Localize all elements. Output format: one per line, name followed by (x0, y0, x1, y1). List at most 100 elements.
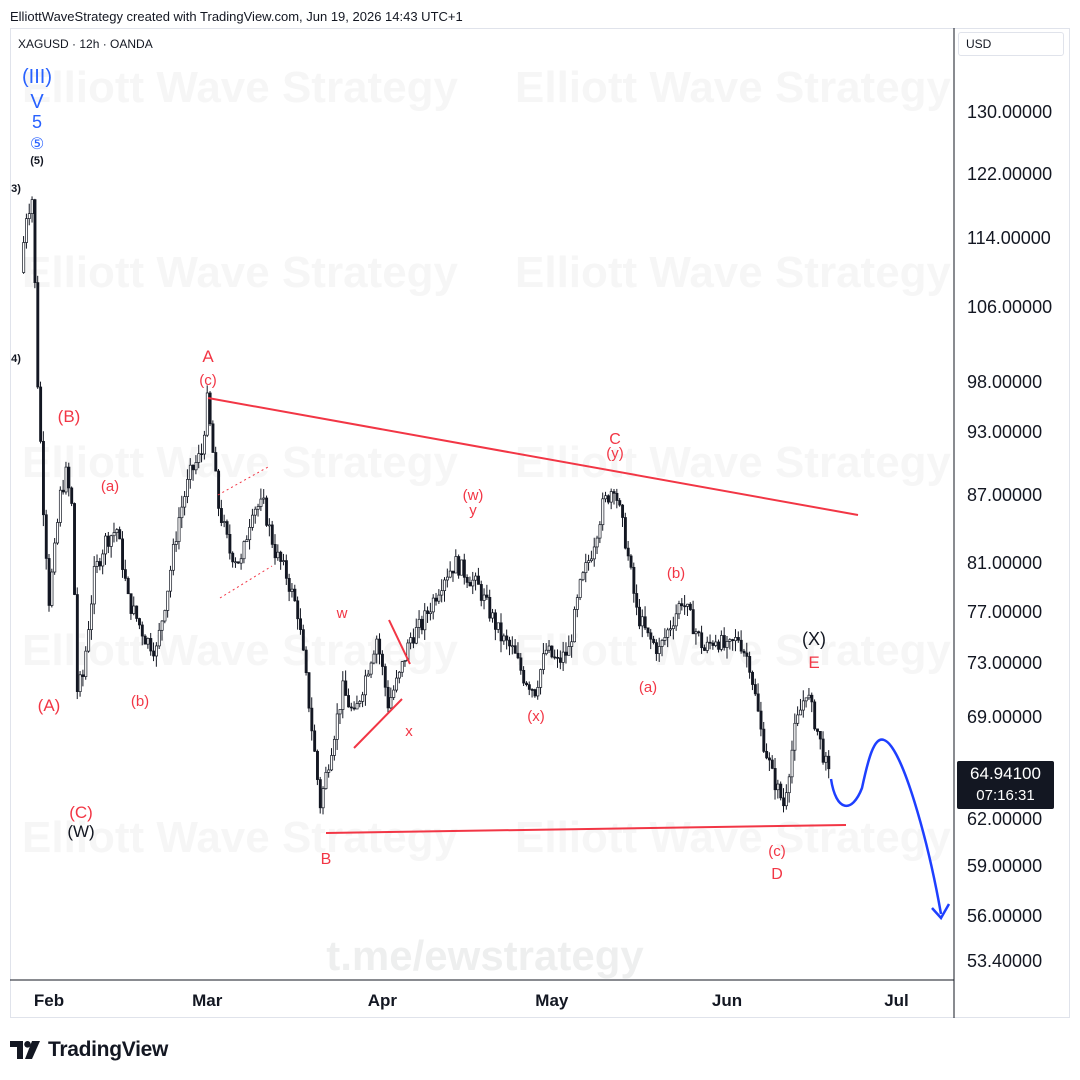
candle (313, 724, 317, 752)
candle (301, 624, 305, 652)
candle (251, 508, 254, 531)
candle (335, 703, 339, 750)
time-tick-label: Jun (712, 991, 742, 1010)
candle (623, 512, 627, 550)
candle (434, 592, 438, 606)
candle (270, 520, 274, 548)
candle (496, 622, 500, 634)
chart-frame (10, 28, 1070, 1018)
wave-label: D (771, 866, 783, 883)
candle (810, 692, 814, 713)
candle (621, 504, 625, 527)
candle (112, 522, 116, 543)
candle (279, 550, 283, 570)
candle (558, 650, 562, 670)
candle (392, 685, 396, 701)
candle (296, 596, 300, 630)
candle (217, 469, 221, 517)
wave-label: (a) (639, 679, 657, 696)
time-tick-label: Feb (34, 991, 64, 1010)
candle (259, 488, 263, 511)
tradingview-logo[interactable]: TradingView (10, 1038, 168, 1062)
candle (544, 643, 548, 656)
candle (471, 571, 475, 595)
candle (332, 735, 336, 761)
candle (491, 608, 495, 623)
candle (807, 687, 811, 700)
wave-label: (w) (463, 487, 484, 504)
price-tick-label: 56.00000 (967, 906, 1042, 926)
candle (570, 634, 574, 658)
candle (426, 606, 430, 623)
candle (598, 521, 602, 544)
candle (228, 524, 232, 560)
candle (372, 650, 376, 665)
candle (327, 764, 331, 778)
candle (273, 534, 277, 565)
candle (739, 630, 743, 654)
candle (92, 556, 96, 615)
candle (796, 706, 800, 727)
bar-countdown: 07:16:31 (976, 787, 1035, 804)
candle (731, 638, 735, 651)
candle (61, 479, 65, 495)
candle (448, 561, 452, 579)
candle (615, 488, 619, 509)
candle (364, 669, 367, 706)
candle (688, 602, 692, 611)
currency-selector[interactable]: USD (958, 32, 1064, 56)
candle (211, 420, 215, 453)
candle (522, 666, 526, 686)
candle (527, 681, 531, 696)
candle (813, 699, 817, 731)
price-tick-label: 87.00000 (967, 485, 1042, 505)
candle (109, 534, 113, 558)
candle (799, 698, 803, 716)
watermark-brand: Elliott Wave Strategy (515, 63, 952, 112)
candle (550, 645, 554, 659)
candle (205, 385, 209, 438)
candle (129, 593, 133, 620)
candle (655, 639, 658, 661)
candle (587, 554, 591, 571)
candle (282, 553, 286, 566)
price-tick-label: 106.00000 (967, 297, 1052, 317)
candle (67, 462, 71, 497)
triangle-upper-trendline (207, 397, 859, 516)
wave-label: 5 (32, 112, 42, 132)
candle (768, 752, 771, 771)
wedge-upper-line (388, 619, 411, 665)
candle (745, 642, 749, 668)
candle (242, 540, 246, 564)
price-tick-label: 114.00000 (967, 228, 1051, 248)
candle (265, 495, 269, 527)
candle (646, 627, 650, 637)
candle (508, 636, 512, 656)
candle (632, 562, 636, 603)
candle (804, 697, 808, 708)
watermark-brand: Elliott Wave Strategy (515, 248, 952, 297)
price-tick-label: 53.40000 (967, 951, 1042, 971)
candle (519, 652, 523, 675)
candle (736, 631, 740, 643)
candle (194, 455, 198, 475)
wedge-lower-line (353, 698, 403, 749)
price-axis[interactable]: 130.00000 122.00000 114.00000 106.00000 98.0… (967, 102, 1052, 971)
candle (389, 687, 393, 710)
candle (686, 603, 690, 617)
candle (609, 488, 613, 510)
candle (140, 621, 144, 646)
candle (671, 616, 675, 640)
wave-label: (X) (802, 629, 826, 649)
time-axis[interactable]: Feb Mar Apr May Jun Jul (34, 991, 909, 1010)
candle (801, 690, 805, 718)
candle (454, 549, 458, 574)
price-tick-label: 130.00000 (967, 102, 1052, 122)
candle (595, 535, 599, 555)
candle (539, 668, 543, 695)
candle (135, 605, 139, 622)
candle (98, 557, 102, 571)
candle (697, 630, 701, 637)
candle (73, 502, 76, 596)
